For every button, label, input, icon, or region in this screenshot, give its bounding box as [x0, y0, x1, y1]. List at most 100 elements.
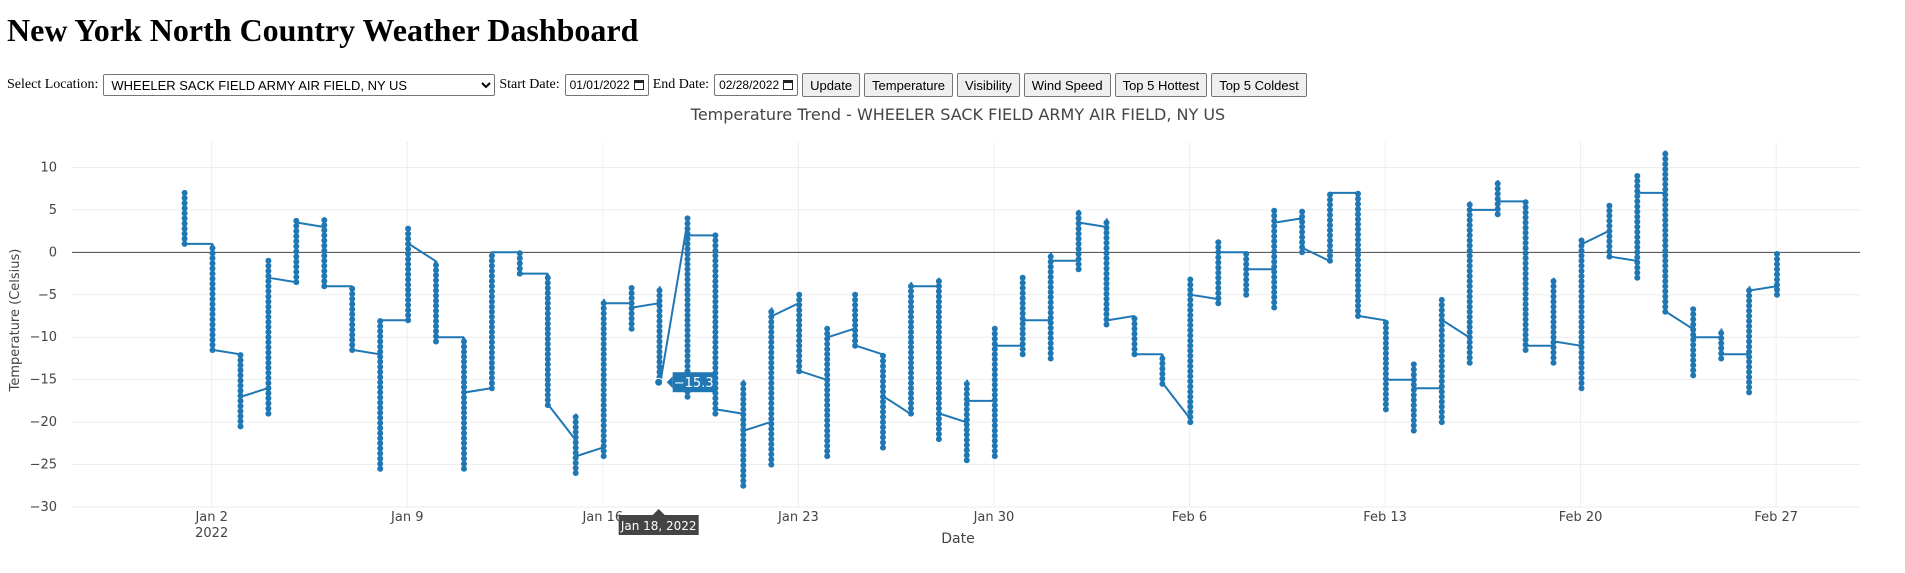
data-point: [740, 391, 747, 398]
data-point: [768, 354, 775, 361]
data-point: [1746, 348, 1753, 355]
data-point: [293, 274, 300, 280]
data-point: [544, 361, 551, 368]
data-point: [600, 315, 607, 322]
data-point: [377, 343, 384, 350]
update-button[interactable]: Update: [802, 73, 861, 97]
data-point: [1327, 232, 1333, 239]
data-point: [265, 257, 272, 264]
data-point: [544, 320, 551, 327]
calendar-icon[interactable]: [633, 80, 644, 90]
calendar-icon[interactable]: [783, 80, 794, 90]
data-point: [265, 283, 272, 290]
data-point: [1075, 266, 1082, 273]
data-point: [1103, 321, 1110, 328]
data-point: [321, 257, 328, 264]
data-point: [1131, 325, 1138, 332]
x-tick-label: Jan 2: [194, 510, 227, 525]
data-point: [1690, 336, 1697, 343]
data-point: [991, 437, 998, 444]
data-point: [1746, 292, 1753, 299]
data-point: [461, 389, 467, 396]
data-point: [1466, 354, 1473, 361]
data-point: [768, 369, 775, 376]
data-point: [935, 319, 942, 325]
data-point: [1187, 373, 1194, 380]
data-point: [600, 392, 607, 398]
data-point: [1410, 427, 1417, 434]
data-point: [1466, 319, 1473, 325]
data-point: [1634, 218, 1641, 225]
data-point: [740, 431, 747, 438]
data-point: [1774, 276, 1780, 283]
data-point: [1522, 347, 1529, 353]
data-point: [377, 460, 384, 467]
end-date-input[interactable]: 02/28/2022: [714, 74, 799, 96]
data-point: [1438, 393, 1445, 400]
data-point: [544, 386, 551, 393]
y-tick-label: −20: [30, 415, 57, 430]
data-point: [237, 387, 244, 394]
data-point: [1578, 375, 1585, 381]
data-point: [824, 392, 831, 398]
data-point: [1718, 355, 1725, 362]
data-point: [488, 313, 495, 320]
data-point: [1438, 419, 1445, 426]
data-point: [181, 200, 188, 207]
data-point: [1466, 334, 1473, 341]
data-point: [349, 331, 356, 338]
data-point: [1690, 311, 1697, 318]
data-point: [1466, 313, 1473, 320]
data-point: [796, 312, 803, 319]
data-point: [1271, 248, 1278, 255]
data-point: [628, 300, 635, 307]
data-point: [1271, 223, 1278, 229]
data-point: [1550, 324, 1557, 330]
data-point: [963, 421, 970, 428]
data-point: [1662, 268, 1669, 274]
data-point: [377, 420, 384, 426]
data-point: [237, 392, 244, 399]
temperature-button[interactable]: Temperature: [864, 73, 954, 97]
data-point: [712, 237, 719, 244]
data-point: [321, 217, 328, 224]
data-point: [1187, 332, 1194, 339]
data-point: [796, 368, 803, 375]
start-date-input[interactable]: 01/01/2022: [564, 74, 649, 96]
data-point: [935, 436, 942, 443]
data-point: [237, 418, 244, 425]
data-point: [488, 334, 495, 341]
data-point: [656, 333, 663, 340]
visibility-button[interactable]: Visibility: [957, 73, 1020, 97]
data-point: [544, 300, 551, 307]
data-point: [488, 380, 495, 387]
data-point: [628, 325, 635, 332]
data-point: [1522, 290, 1529, 297]
data-point: [1634, 178, 1641, 184]
data-point: [1522, 229, 1529, 236]
top5-hottest-button[interactable]: Top 5 Hottest: [1114, 73, 1208, 97]
data-point: [488, 273, 495, 280]
data-point: [405, 246, 412, 252]
data-point: [991, 417, 998, 424]
data-point: [265, 369, 272, 376]
location-select[interactable]: WHEELER SACK FIELD ARMY AIR FIELD, NY US: [103, 74, 496, 96]
data-point: [824, 448, 831, 454]
data-point: [908, 344, 914, 351]
data-point: [405, 302, 412, 308]
data-point: [572, 424, 579, 431]
data-point: [377, 353, 384, 360]
data-point: [181, 225, 188, 232]
chart-title: Temperature Trend - WHEELER SACK FIELD A…: [690, 105, 1225, 124]
data-point: [1606, 253, 1613, 260]
top5-coldest-button[interactable]: Top 5 Coldest: [1211, 73, 1307, 97]
data-point: [1522, 326, 1529, 333]
data-point: [1466, 217, 1473, 224]
data-point: [516, 260, 523, 267]
wind-speed-button[interactable]: Wind Speed: [1023, 73, 1111, 97]
data-point: [1746, 287, 1753, 294]
data-point: [1606, 238, 1613, 245]
data-point: [488, 268, 495, 274]
data-point: [1774, 286, 1780, 293]
